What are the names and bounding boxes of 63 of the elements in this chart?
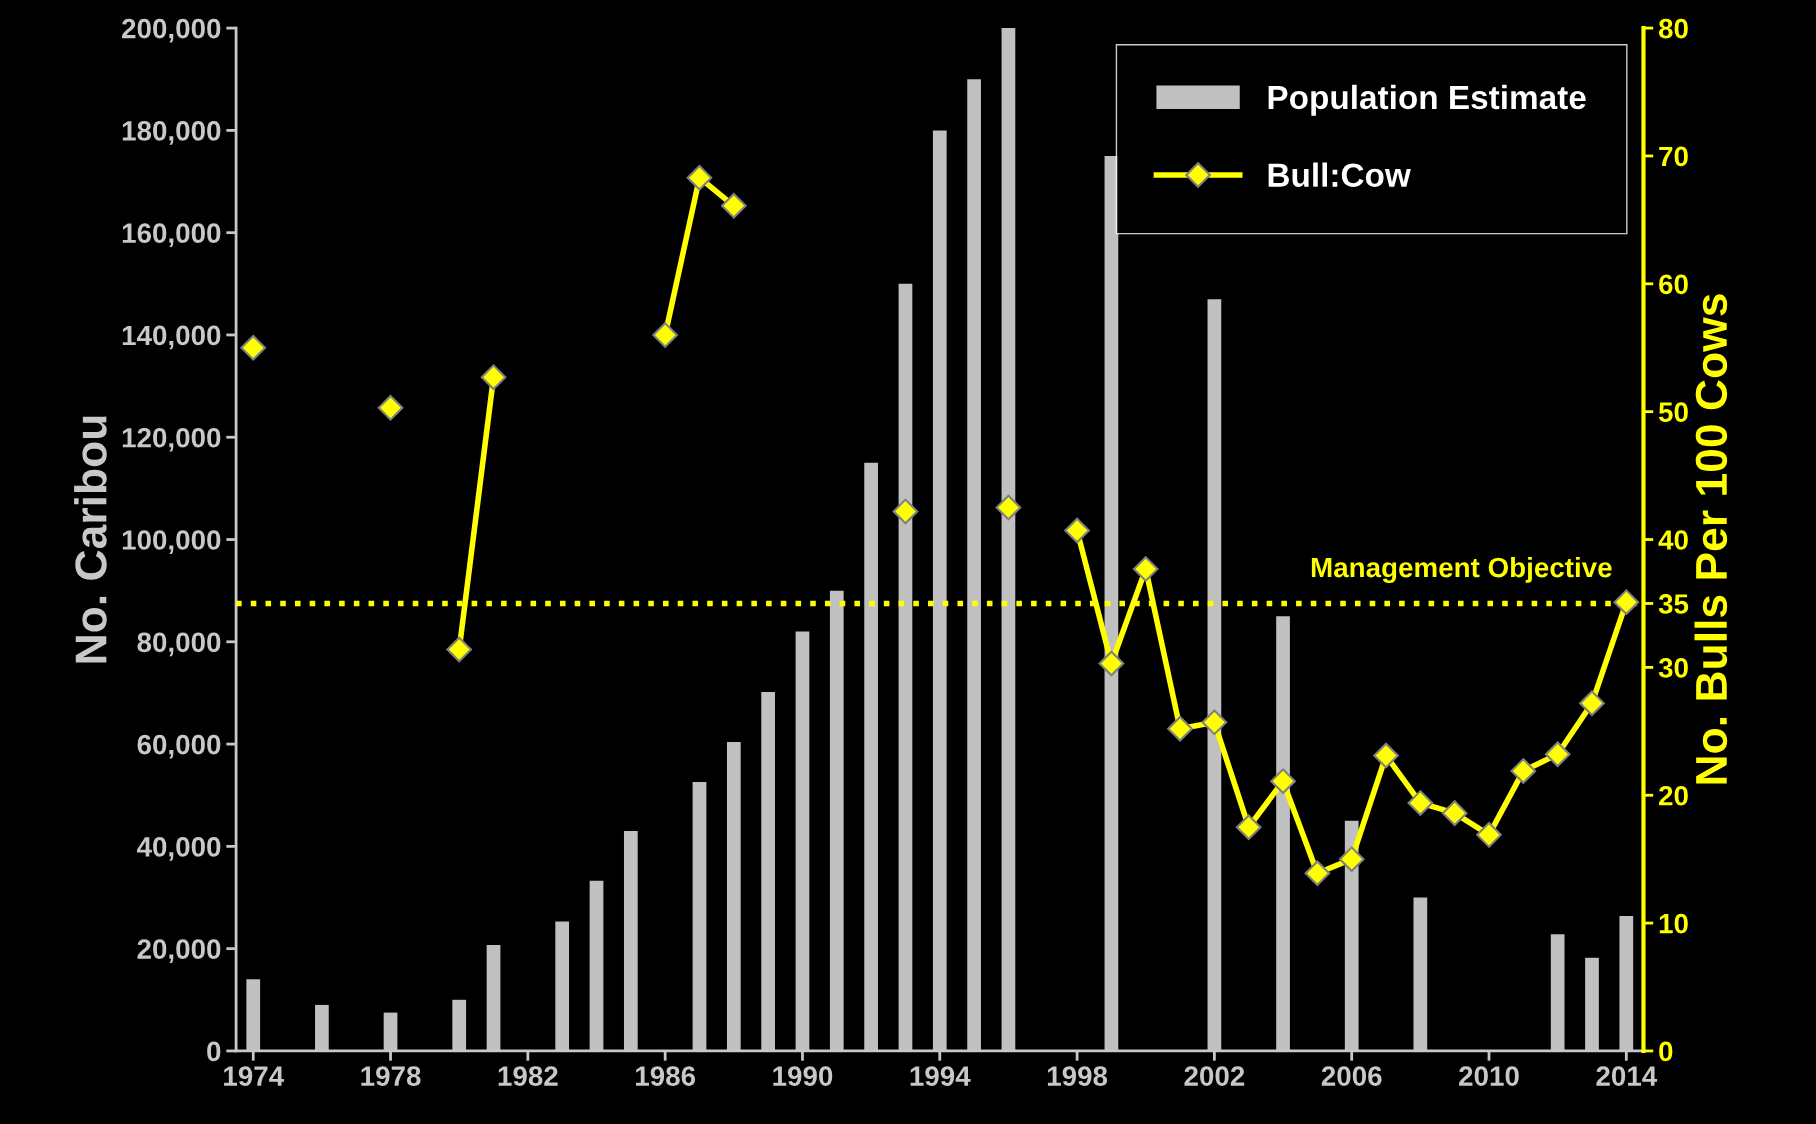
point bbox=[446, 636, 473, 663]
x-tick-label: 1986 bbox=[636, 1066, 696, 1086]
legend-label: Bull:Cow bbox=[1268, 162, 1411, 187]
y2-tick-label: 50 bbox=[1658, 402, 1688, 422]
y2-tick-label: 40 bbox=[1658, 530, 1688, 550]
x-tick-label: 1998 bbox=[1047, 1066, 1108, 1086]
point bbox=[1304, 860, 1331, 887]
y2-tick-label: 60 bbox=[1659, 274, 1688, 295]
point bbox=[1441, 800, 1468, 826]
point bbox=[1476, 822, 1502, 848]
x-tick-label: 1978 bbox=[361, 1066, 421, 1086]
y2-tick-label: 70 bbox=[1659, 146, 1688, 167]
x-tick-label: 2014 bbox=[1596, 1066, 1658, 1086]
point bbox=[892, 498, 919, 525]
y-tick-label: 20,000 bbox=[137, 939, 221, 964]
y2-tick-label: 10 bbox=[1659, 913, 1688, 934]
point bbox=[1132, 556, 1159, 582]
point bbox=[1338, 846, 1365, 872]
point bbox=[1167, 715, 1193, 742]
y-tick-label: 40,000 bbox=[136, 837, 221, 861]
y-tick-label: 0 bbox=[207, 1041, 221, 1062]
point bbox=[1064, 517, 1090, 544]
x-tick-label: 2010 bbox=[1459, 1066, 1519, 1086]
y2-tick-label: 20 bbox=[1659, 785, 1688, 806]
point bbox=[995, 494, 1022, 521]
y2-tick-label: 0 bbox=[1659, 1041, 1673, 1062]
point bbox=[686, 164, 713, 191]
y-tick-label: 100,000 bbox=[122, 530, 221, 554]
point bbox=[1407, 790, 1434, 816]
x-tick-label: 2002 bbox=[1184, 1066, 1245, 1086]
point bbox=[377, 395, 404, 421]
point bbox=[240, 334, 267, 361]
x-tick-label: 1994 bbox=[910, 1066, 971, 1086]
y2-tick-label: 35 bbox=[1658, 594, 1689, 614]
point bbox=[1098, 650, 1125, 677]
y-tick-label: 80,000 bbox=[137, 632, 221, 657]
point bbox=[1510, 758, 1537, 784]
y-axis-title: No. Caribou bbox=[74, 416, 107, 663]
y-tick-label: 200,000 bbox=[122, 18, 221, 43]
y-tick-label: 180,000 bbox=[122, 121, 221, 145]
y2-axis-title: No. Bulls Per 100 Cows bbox=[1694, 294, 1728, 784]
x-tick-label: 1974 bbox=[224, 1066, 284, 1086]
point bbox=[1579, 690, 1605, 716]
x-tick-label: 1982 bbox=[498, 1066, 558, 1086]
y2-tick-label: 30 bbox=[1658, 658, 1688, 678]
x-tick-label: 2006 bbox=[1321, 1066, 1382, 1086]
y2-tick-label: 80 bbox=[1658, 18, 1688, 39]
point bbox=[480, 364, 507, 390]
y-tick-label: 160,000 bbox=[122, 223, 221, 248]
y-tick-label: 120,000 bbox=[122, 427, 221, 452]
y-tick-label: 140,000 bbox=[122, 325, 221, 350]
point bbox=[720, 192, 747, 219]
point bbox=[1613, 589, 1640, 615]
point bbox=[652, 322, 678, 348]
point bbox=[1373, 742, 1399, 769]
point bbox=[1235, 814, 1262, 841]
x-tick-label: 1990 bbox=[773, 1066, 833, 1086]
y-tick-label: 60,000 bbox=[137, 734, 221, 759]
point bbox=[1544, 741, 1571, 768]
point bbox=[1201, 709, 1228, 736]
point bbox=[1270, 768, 1296, 794]
ref-line-label: Management Objective bbox=[1311, 556, 1612, 583]
legend-label: Population Estimate bbox=[1268, 84, 1586, 116]
